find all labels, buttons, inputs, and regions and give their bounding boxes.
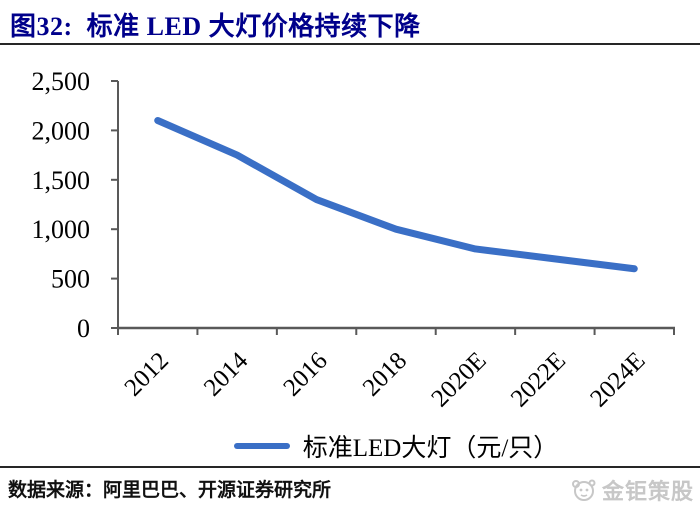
data-source-text: 数据来源：阿里巴巴、开源证券研究所 [8,480,332,501]
watermark: 金钜策股 [569,474,694,506]
chart-legend: 标准LED大灯（元/只） [118,429,674,463]
y-axis-label: 1,500 [32,166,91,195]
x-axis-label: 2012 [120,347,174,401]
title-divider [0,43,700,45]
chart-area: 0 500 1,000 1,500 2,000 2,500 2012 2014 2016 2018… [0,48,700,463]
x-axis-label: 2022E [506,347,571,412]
legend-label: 标准LED大灯（元/只） [302,435,559,462]
line-chart: 0 500 1,000 1,500 2,000 2,500 2012 2014 2016 2018… [32,67,675,412]
x-axis-label: 2020E [426,347,491,412]
series-line [154,117,638,273]
footer-divider [0,466,700,468]
x-axis-label: 2014 [199,347,254,402]
figure-title: 图32: 标准 LED 大灯价格持续下降 [10,12,421,41]
watermark-text: 金钜策股 [601,479,694,504]
y-axis-label: 1,000 [32,215,91,244]
watermark-logo-icon [571,479,596,501]
y-axis-label: 2,500 [32,67,91,96]
footer: 数据来源：阿里巴巴、开源证券研究所 金钜策股 [0,472,700,512]
x-axis-label: 2024E [585,347,650,412]
x-axis-label: 2018 [358,347,412,401]
y-axis-label: 500 [51,265,90,294]
x-axis-label: 2016 [278,347,332,401]
y-axis-label: 0 [77,314,90,343]
y-axis-label: 2,000 [32,116,91,145]
legend-line-swatch [233,443,290,449]
